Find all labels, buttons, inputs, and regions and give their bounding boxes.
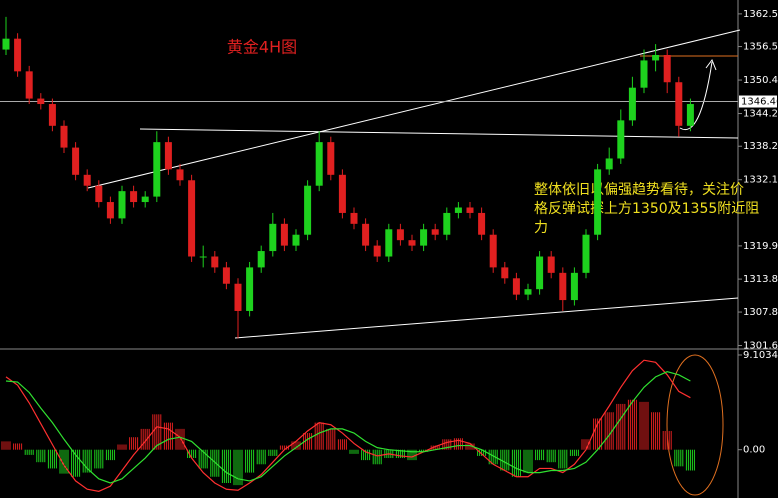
- candle-body: [2, 38, 10, 50]
- candle-body: [14, 38, 22, 72]
- candle-body: [466, 207, 474, 213]
- y-tick-label: 1313.85: [743, 274, 778, 285]
- candle-body: [199, 256, 207, 258]
- candle-body: [617, 120, 625, 159]
- candle-body: [663, 55, 671, 83]
- y-tick-label: 1350.40: [743, 75, 778, 86]
- candle-body: [25, 71, 33, 99]
- candle-body: [408, 240, 416, 246]
- candle-body: [292, 234, 300, 246]
- candle-body: [222, 267, 230, 284]
- candle-body: [211, 256, 219, 268]
- current-price-box: [739, 95, 777, 108]
- candle-body: [594, 169, 602, 235]
- candle-body: [373, 245, 381, 257]
- candle-body: [524, 289, 532, 295]
- candle-body: [686, 104, 694, 126]
- candle-body: [420, 229, 428, 246]
- forecast-arrow: [679, 61, 713, 130]
- candle-body: [478, 212, 486, 235]
- candle-body: [269, 223, 277, 252]
- candle-body: [304, 185, 312, 235]
- dea-line: [5, 371, 691, 484]
- candle-body: [60, 125, 68, 148]
- y-tick-label: 1344.25: [743, 109, 778, 120]
- candle-body: [582, 234, 590, 273]
- y-tick-label: 1319.95: [743, 241, 778, 252]
- candle-body: [501, 267, 509, 279]
- candle-body: [106, 202, 114, 219]
- candle-body: [431, 229, 439, 235]
- candle-body: [536, 256, 544, 290]
- candle-body: [188, 180, 196, 257]
- candle-body: [350, 212, 358, 224]
- y-tick-label: 1338.25: [743, 141, 778, 152]
- y-tick-label: 9.1034: [743, 350, 778, 361]
- chart-title: 黄金4H图: [227, 38, 297, 57]
- candle-body: [280, 223, 288, 246]
- candle-body: [385, 229, 393, 257]
- candle-body: [443, 212, 451, 235]
- trend-line: [139, 128, 739, 139]
- highlight-ellipse: [666, 354, 724, 496]
- dif-line: [5, 359, 691, 492]
- annotation-line: 整体依旧以偏强趋势看待，关注价: [534, 182, 744, 198]
- candle-body: [547, 256, 555, 273]
- candle-body: [362, 223, 370, 246]
- y-tick-label: 1356.55: [743, 42, 778, 53]
- candle-body: [675, 82, 683, 126]
- y-tick-label: 1362.55: [743, 9, 778, 20]
- annotation-line: 格反弹试探上方1350及1355附近阻: [534, 201, 759, 217]
- candle-body: [489, 234, 497, 268]
- candle-body: [338, 174, 346, 213]
- candle-body: [315, 142, 323, 186]
- candle-body: [176, 169, 184, 181]
- y-tick-label: 1332.10: [743, 175, 778, 186]
- y-tick-label: 1307.80: [743, 307, 778, 318]
- candle-body: [118, 191, 126, 219]
- candle-body: [83, 174, 91, 186]
- candle-body: [164, 142, 172, 170]
- candle-body: [605, 158, 613, 170]
- trend-line: [87, 29, 741, 189]
- candle-body: [246, 267, 254, 311]
- candle-body: [48, 104, 56, 126]
- y-tick-label: 0.00: [743, 445, 765, 456]
- candle-body: [512, 278, 520, 295]
- candle-body: [130, 191, 138, 203]
- candle-body: [153, 142, 161, 197]
- candle-body: [570, 272, 578, 301]
- candle-body: [257, 251, 265, 268]
- arrow-head: [705, 58, 717, 71]
- candle-body: [37, 98, 45, 105]
- candle-body: [327, 142, 335, 175]
- candle-body: [234, 283, 242, 311]
- candle-body: [640, 60, 648, 88]
- candle-body: [141, 196, 149, 203]
- candle-body: [72, 147, 80, 175]
- candle-body: [454, 207, 462, 213]
- candle-body: [95, 185, 103, 203]
- candle-body: [652, 55, 660, 61]
- candle-body: [628, 87, 636, 121]
- candle-body: [396, 229, 404, 241]
- trend-line: [234, 297, 739, 339]
- annotation-line: 力: [534, 220, 548, 236]
- candle-body: [559, 272, 567, 301]
- y-tick-label: 1301.65: [743, 341, 778, 352]
- current-price-label: 1346.46: [741, 97, 778, 108]
